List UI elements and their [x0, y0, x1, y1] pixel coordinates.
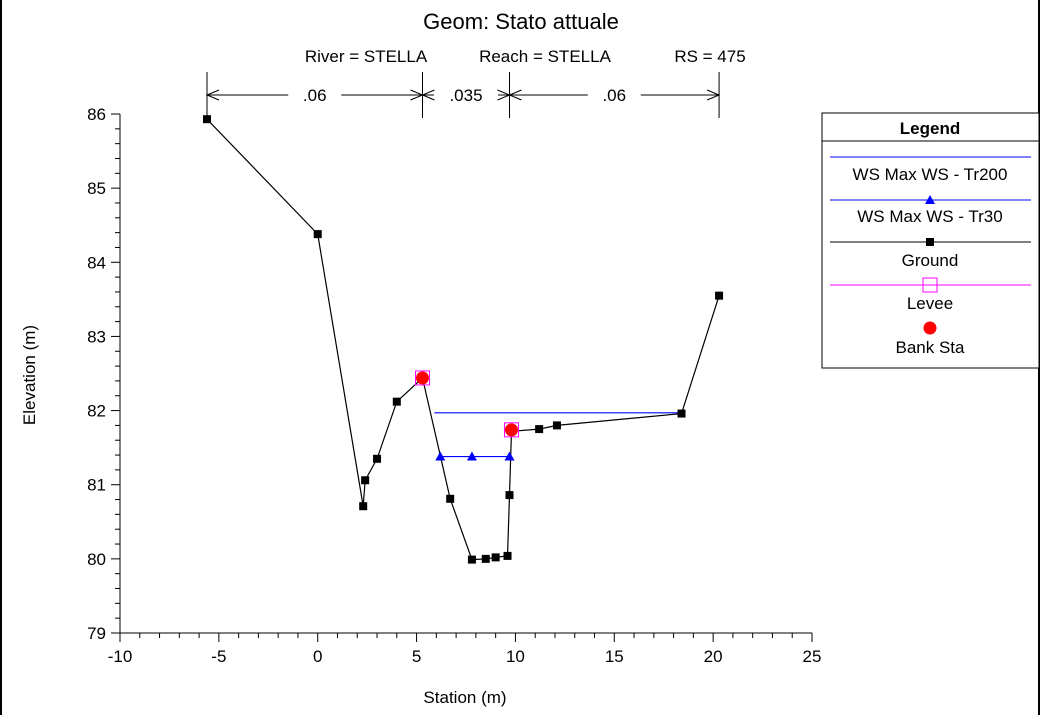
- series-levee: [415, 370, 519, 438]
- ground-point: [392, 397, 401, 406]
- y-tick-label: 86: [87, 105, 106, 124]
- levee-point: [415, 370, 431, 386]
- legend-marker-levee: [922, 277, 938, 293]
- ground-point: [535, 425, 544, 434]
- mannings-n-label: .06: [303, 86, 327, 105]
- y-tick-label: 80: [87, 550, 106, 569]
- ground-point: [505, 491, 514, 500]
- legend-marker-bank-sta: [923, 321, 937, 335]
- ground-point: [361, 476, 370, 485]
- ground-point: [677, 409, 686, 418]
- bank-sta-point: [416, 371, 430, 385]
- legend-entries: WS Max WS - Tr200 WS Max WS - Tr30 Ground L…: [830, 156, 1031, 357]
- x-tick-label: -5: [211, 647, 226, 666]
- series-ground: [202, 115, 724, 564]
- legend-label-ground: Ground: [902, 251, 959, 270]
- ground-point: [481, 554, 490, 563]
- mannings-n-label: .06: [602, 86, 626, 105]
- legend-title: Legend: [900, 119, 960, 138]
- legend-label-ws-max-ws-tr30: WS Max WS - Tr30: [857, 207, 1002, 226]
- x-tick-label: 20: [704, 647, 723, 666]
- y-tick-label: 85: [87, 179, 106, 198]
- ground-point: [715, 291, 724, 300]
- ws-max-ws-tr30-point: [466, 451, 477, 461]
- ground-point: [313, 230, 322, 239]
- legend-marker-ground: [926, 238, 934, 246]
- legend-label-bank-sta: Bank Sta: [896, 338, 966, 357]
- legend-label-levee: Levee: [907, 294, 953, 313]
- mannings-arrow-head-left: [205, 89, 220, 101]
- mannings-arrow-head-left: [508, 89, 522, 101]
- x-axis-label: Station (m): [423, 688, 506, 707]
- y-tick-label: 82: [87, 402, 106, 421]
- ground-point: [446, 494, 455, 503]
- subtitle-reach: Reach = STELLA: [479, 47, 611, 66]
- mannings-n-label: .035: [449, 86, 482, 105]
- legend-box: Legend WS Max WS - Tr200 WS Max WS - Tr30…: [821, 112, 1040, 369]
- bank-sta-point: [504, 423, 518, 437]
- legend-label-ws-max-ws-tr200: WS Max WS - Tr200: [853, 165, 1008, 184]
- y-tick-label: 84: [87, 253, 106, 272]
- ground-point: [491, 553, 500, 562]
- x-tick-label: 15: [605, 647, 624, 666]
- y-tick-label: 79: [87, 624, 106, 643]
- y-tick-label: 83: [87, 327, 106, 346]
- ground-point: [552, 421, 561, 430]
- window-frame-left: [0, 0, 2, 715]
- ground-point: [503, 551, 512, 560]
- subtitle-rs: RS = 475: [674, 47, 745, 66]
- chart-title: Geom: Stato attuale: [423, 9, 619, 34]
- series-bank-sta: [416, 371, 518, 437]
- y-axis-label: Elevation (m): [20, 325, 39, 425]
- ground-point: [202, 115, 211, 124]
- y-tick-label: 81: [87, 476, 106, 495]
- levee-point: [503, 422, 519, 438]
- subtitle-river: River = STELLA: [305, 47, 428, 66]
- plot-series: [202, 115, 724, 564]
- x-tick-label: 0: [313, 647, 322, 666]
- ws-max-ws-tr30-point: [435, 451, 446, 461]
- ground-point: [359, 502, 368, 511]
- x-tick-label: -10: [108, 647, 133, 666]
- ground-point: [467, 555, 476, 564]
- legend-marker-ws-max-ws-tr30: [925, 195, 935, 204]
- ws-max-ws-tr30-point: [504, 451, 515, 461]
- axes: -10 -5 0 5 10 15 20 25 79 80 81 82 83 84 85 86: [87, 105, 821, 666]
- mannings-arrow-head-left: [421, 89, 435, 101]
- mannings-arrow-head-right: [706, 89, 721, 101]
- x-tick-label: 25: [803, 647, 822, 666]
- series-ws-max-ws-tr30: [435, 451, 515, 461]
- ground-point: [373, 454, 382, 463]
- ground-line: [206, 118, 720, 561]
- x-tick-label: 10: [506, 647, 525, 666]
- x-tick-label: 5: [412, 647, 421, 666]
- mannings-n-bar: .06 .035 .06: [205, 72, 721, 118]
